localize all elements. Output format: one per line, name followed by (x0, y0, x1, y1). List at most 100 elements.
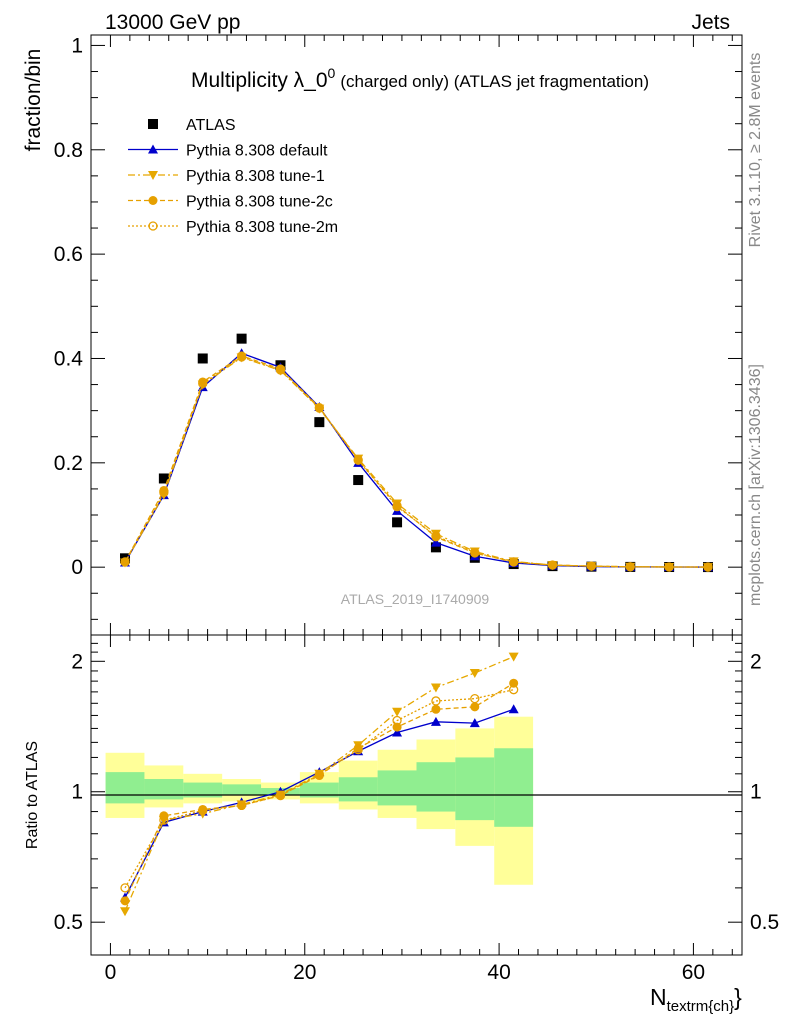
x-axis-label-tail: } (734, 984, 742, 1010)
ratio-y-tick-label-right: 2 (750, 650, 762, 673)
ratio-stat-band (183, 782, 223, 798)
x-tick-label: 20 (293, 961, 316, 984)
x-tick-label: 60 (682, 961, 705, 984)
ratio-stat-band (416, 762, 456, 812)
ratio-y-tick-label-right: 1 (750, 781, 762, 804)
ratio-uncertainty-bands (105, 716, 534, 885)
main-point-pythia-8-308-tune-2m (509, 557, 519, 567)
main-axis-ticks: 0 0.2 0.4 0.6 0.8 1 (54, 34, 742, 635)
watermark: ATLAS_2019_I1740909 (341, 591, 490, 607)
legend-label-pythia-8-308-tune-2c: Pythia 8.308 tune-2c (186, 194, 333, 211)
main-point-pythia-8-308-tune-2m (547, 560, 558, 570)
legend: ATLAS Pythia 8.308 default Pythia 8.308 tu… (128, 117, 338, 236)
ratio-stat-band (222, 784, 262, 796)
ratio-line-pythia-8-308-tune-1 (124, 656, 514, 912)
ratio-point-pythia-8-308-tune-1 (508, 652, 519, 662)
main-point-atlas (353, 475, 364, 486)
ratio-point-pythia-8-308-tune-2m (314, 770, 324, 780)
ratio-point-pythia-8-308-tune-1 (392, 707, 403, 717)
ratio-point-pythia-8-308-tune-2c (470, 702, 480, 712)
main-line-pythia-8-308-tune-2c (124, 355, 708, 568)
mcplots-label: mcplots.cern.ch [arXiv:1306.3436] (747, 364, 764, 606)
main-y-tick-label: 0.6 (54, 243, 83, 266)
legend-marker-pythia-8-308-tune-2m (148, 221, 158, 231)
main-point-pythia-8-308-tune-2m (314, 403, 324, 413)
ratio-y-tick-label-right: 0.5 (750, 911, 779, 934)
main-point-atlas (197, 353, 208, 364)
main-y-tick-label: 1 (71, 34, 83, 57)
ratio-point-pythia-8-308-tune-1 (430, 683, 441, 693)
ratio-frame (90, 634, 743, 956)
legend-label-atlas: ATLAS (186, 117, 236, 134)
ratio-y-tick-label: 0.5 (54, 911, 83, 934)
ratio-panel: 0.5 0.51 12 20 20 40 60 Ratio to ATLAS Ntextrm… (24, 634, 779, 1015)
ratio-line-pythia-8-308-tune-2c (124, 682, 515, 902)
ratio-point-pythia-8-308-tune-2c (431, 704, 441, 714)
ratio-point-pythia-8-308-tune-2m (470, 693, 480, 704)
main-y-tick-label: 0 (71, 556, 83, 579)
main-point-atlas (314, 417, 325, 428)
main-point-atlas (158, 473, 169, 484)
legend-label-pythia-8-308-tune-2m: Pythia 8.308 tune-2m (186, 219, 338, 236)
ratio-point-pythia-8-308-tune-2m (159, 815, 169, 825)
x-tick-label: 0 (105, 961, 117, 984)
main-ylabel: fraction/bin (22, 49, 45, 152)
ratio-line-pythia-8-308-tune-2m (124, 689, 514, 889)
main-point-atlas (430, 542, 441, 553)
legend-label-pythia-8-308-default: Pythia 8.308 default (186, 143, 328, 160)
main-panel: fraction/bin Multiplicity λ_00 (charged o… (22, 34, 743, 636)
x-tick-label: 40 (487, 961, 510, 984)
ratio-point-pythia-8-308-default (430, 716, 441, 726)
ratio-point-pythia-8-308-tune-2c (392, 722, 402, 732)
main-point-pythia-8-308-tune-2c (625, 562, 635, 572)
rivet-label: Rivet 3.1.10, ≥ 2.8M events (747, 53, 764, 248)
ratio-stat-band (144, 779, 184, 800)
ratio-axis-ticks: 0.5 0.51 12 20 20 40 60 (54, 635, 779, 984)
x-axis-label-sub: textrm{ch} (667, 998, 735, 1015)
main-point-pythia-8-308-tune-2m (198, 378, 208, 389)
ratio-stat-band (105, 772, 145, 804)
main-point-pythia-8-308-tune-2m (470, 547, 480, 558)
ratio-stat-band (455, 757, 495, 821)
legend-marker-pythia-8-308-default (148, 144, 158, 154)
ratio-point-pythia-8-308-tune-1 (469, 668, 480, 678)
ratio-point-pythia-8-308-default (469, 718, 480, 728)
chart-title-rest: (charged only) (ATLAS jet fragmentation) (340, 72, 649, 91)
main-point-pythia-8-308-tune-2m (664, 562, 674, 572)
x-axis-label-main: N (650, 984, 667, 1010)
main-point-pythia-8-308-tune-2m (236, 352, 247, 362)
chart-title-main: Multiplicity λ_0 (191, 69, 328, 92)
ratio-ylabel: Ratio to ATLAS (24, 741, 41, 849)
main-data-marks (120, 333, 713, 573)
chart-title: Multiplicity λ_00 (charged only) (ATLAS j… (191, 65, 649, 92)
main-point-pythia-8-308-tune-2m (275, 365, 286, 375)
legend-marker-pythia-8-308-tune-1 (148, 171, 158, 180)
ratio-point-pythia-8-308-default (508, 704, 519, 714)
ratio-stat-band (494, 748, 534, 827)
main-y-tick-label: 0.8 (54, 139, 83, 162)
main-point-pythia-8-308-tune-2m (703, 562, 713, 572)
energy-label: 13000 GeV pp (105, 11, 240, 34)
main-point-pythia-8-308-tune-2m (120, 557, 130, 567)
main-point-pythia-8-308-tune-2c (159, 485, 169, 495)
main-y-tick-label: 0.2 (54, 452, 83, 475)
ratio-point-pythia-8-308-tune-2m (198, 805, 208, 816)
ratio-stat-band (377, 770, 417, 806)
chart-title-sup: 0 (328, 65, 336, 81)
main-point-pythia-8-308-tune-2c (509, 557, 519, 567)
legend-label-pythia-8-308-tune-1: Pythia 8.308 tune-1 (186, 168, 325, 185)
process-label: Jets (691, 11, 730, 34)
main-point-pythia-8-308-tune-2m (392, 502, 402, 512)
main-point-pythia-8-308-tune-2m (586, 561, 597, 571)
x-axis-label: Ntextrm{ch}} (650, 984, 742, 1015)
ratio-data-marks (120, 652, 519, 917)
ratio-point-pythia-8-308-tune-2m (275, 790, 286, 801)
main-line-pythia-8-308-default (124, 352, 708, 568)
ratio-point-pythia-8-308-tune-2c (509, 678, 519, 688)
main-point-pythia-8-308-tune-2m (431, 531, 441, 541)
main-point-atlas (392, 517, 403, 528)
ratio-point-pythia-8-308-default (392, 727, 403, 737)
legend-marker-pythia-8-308-tune-2c (148, 196, 158, 205)
ratio-point-pythia-8-308-tune-2c (120, 896, 130, 906)
